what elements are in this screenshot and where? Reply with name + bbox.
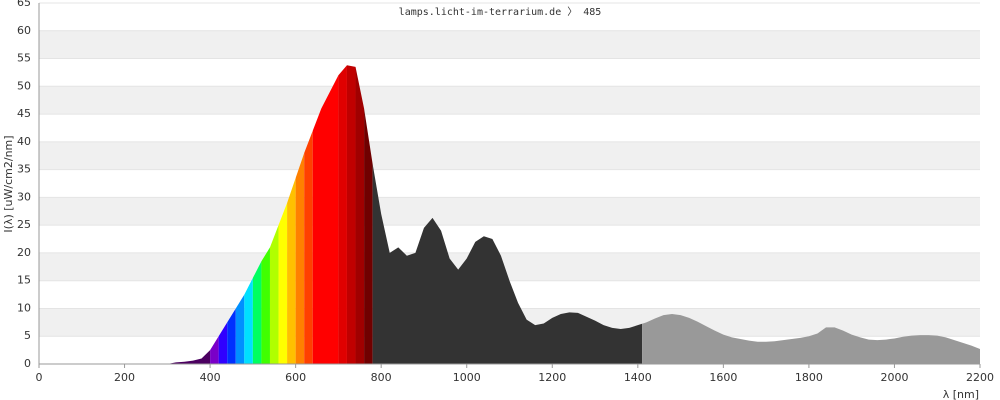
- x-tick-label: 800: [371, 371, 392, 384]
- y-tick-label: 20: [17, 246, 31, 259]
- x-tick-label: 2200: [966, 371, 994, 384]
- x-tick-label: 1200: [538, 371, 566, 384]
- x-tick-label: 1000: [453, 371, 481, 384]
- color-band: [355, 65, 365, 364]
- x-tick-label: 400: [200, 371, 221, 384]
- y-tick-label: 40: [17, 135, 31, 148]
- x-tick-label: 2000: [880, 371, 908, 384]
- grid-band: [39, 30, 980, 59]
- x-tick-label: 600: [285, 371, 306, 384]
- grid-band: [39, 197, 980, 226]
- y-tick-label: 30: [17, 190, 31, 203]
- y-tick-label: 0: [24, 357, 31, 370]
- x-axis-label: λ [nm]: [943, 388, 979, 400]
- y-tick-label: 55: [17, 52, 31, 65]
- y-tick-label: 25: [17, 218, 31, 231]
- color-band: [295, 65, 305, 364]
- y-tick-label: 5: [24, 329, 31, 342]
- grid-band: [39, 86, 980, 115]
- chart-title: lamps.licht-im-terrarium.de 〉 485: [399, 6, 602, 18]
- y-tick-label: 35: [17, 163, 31, 176]
- y-tick-label: 10: [17, 301, 31, 314]
- y-tick-label: 45: [17, 107, 31, 120]
- color-band: [338, 65, 347, 364]
- color-band: [287, 65, 296, 364]
- y-tick-label: 50: [17, 79, 31, 92]
- y-axis-label: I(λ) [uW/cm2/nm]: [2, 135, 15, 232]
- x-tick-label: 1400: [624, 371, 652, 384]
- grid-band: [39, 141, 980, 170]
- x-tick-label: 200: [114, 371, 135, 384]
- color-band: [346, 65, 356, 364]
- color-band: [364, 65, 373, 364]
- y-tick-label: 15: [17, 274, 31, 287]
- color-band: [304, 65, 313, 364]
- grid-band: [39, 252, 980, 281]
- x-tick-label: 0: [36, 371, 43, 384]
- y-tick-label: 65: [17, 0, 31, 9]
- y-tick-label: 60: [17, 24, 31, 37]
- x-tick-label: 1600: [709, 371, 737, 384]
- color-band: [278, 65, 288, 364]
- x-tick-label: 1800: [795, 371, 823, 384]
